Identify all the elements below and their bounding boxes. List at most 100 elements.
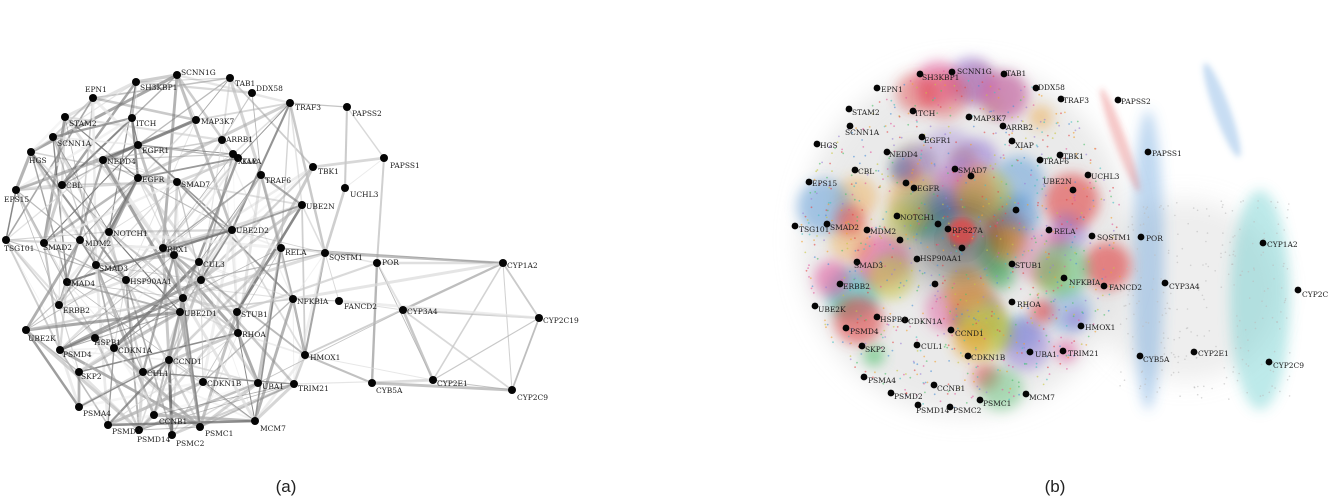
network-edge bbox=[107, 347, 115, 426]
density-point bbox=[840, 209, 843, 212]
density-point bbox=[1241, 270, 1243, 273]
node-label-psmc2: PSMC2 bbox=[953, 406, 982, 415]
node-label-smad4: SMAD4 bbox=[66, 279, 95, 288]
network-edge bbox=[58, 278, 127, 307]
density-point bbox=[891, 138, 894, 140]
density-point bbox=[809, 277, 812, 280]
density-point bbox=[824, 319, 826, 322]
density-point bbox=[1023, 250, 1025, 253]
density-point bbox=[1011, 271, 1014, 273]
density-point bbox=[996, 282, 999, 284]
density-point bbox=[1039, 120, 1042, 123]
density-point bbox=[1048, 271, 1051, 274]
density-point bbox=[960, 95, 963, 98]
density-point bbox=[1196, 393, 1199, 396]
node-label-xiap: XIAP bbox=[1015, 141, 1034, 150]
network-edge bbox=[135, 77, 231, 83]
density-point bbox=[918, 207, 920, 210]
density-point bbox=[937, 243, 939, 246]
density-point bbox=[1165, 312, 1167, 315]
node-egfr bbox=[134, 174, 142, 182]
density-point bbox=[1073, 196, 1076, 199]
density-point bbox=[1161, 314, 1164, 316]
density-point bbox=[917, 284, 920, 287]
network-edge bbox=[79, 239, 127, 281]
node-psmc1 bbox=[196, 423, 204, 431]
density-point bbox=[937, 104, 940, 106]
node-mcm7 bbox=[1022, 390, 1030, 398]
density-point bbox=[1082, 188, 1085, 190]
density-point bbox=[1011, 164, 1013, 167]
node-label-scnn1g: SCNN1G bbox=[181, 68, 216, 77]
density-point bbox=[851, 327, 854, 330]
node-scnn1g bbox=[948, 68, 956, 76]
density-point bbox=[941, 282, 944, 285]
density-point bbox=[1288, 395, 1291, 397]
density-point bbox=[881, 336, 884, 339]
node-psmc2 bbox=[946, 403, 954, 411]
density-point bbox=[956, 179, 959, 182]
node-label-traf6: TRAF6 bbox=[265, 176, 291, 185]
density-point bbox=[943, 317, 945, 320]
node-label-ube2k: UBE2K bbox=[28, 334, 56, 343]
density-point bbox=[1280, 311, 1282, 313]
density-point bbox=[947, 125, 950, 128]
node-ccnd1 bbox=[947, 326, 955, 334]
network-edge bbox=[58, 281, 69, 351]
density-point bbox=[1051, 137, 1054, 140]
density-point bbox=[998, 88, 1000, 90]
node-cbl bbox=[58, 181, 66, 189]
density-point bbox=[1211, 387, 1213, 390]
density-point bbox=[808, 233, 811, 236]
node-label-psmd14: PSMD14 bbox=[916, 406, 950, 415]
density-point bbox=[1002, 154, 1005, 157]
node-ddx58 bbox=[1032, 84, 1040, 92]
density-point bbox=[985, 321, 988, 324]
density-point bbox=[1119, 385, 1121, 387]
density-point bbox=[1087, 335, 1090, 338]
node-label-scnn1a: SCNN1A bbox=[845, 128, 880, 137]
density-point bbox=[927, 213, 930, 216]
node-notch1 bbox=[105, 228, 113, 236]
density-point bbox=[972, 372, 975, 375]
density-point bbox=[1052, 300, 1055, 302]
density-point bbox=[1084, 299, 1087, 302]
density-point bbox=[884, 372, 887, 375]
node-label-egfr: EGFR bbox=[917, 184, 940, 193]
node-erbb2 bbox=[836, 280, 844, 288]
node-hgs bbox=[27, 148, 35, 156]
network-edge bbox=[171, 311, 181, 436]
density-point bbox=[926, 381, 929, 384]
node-uchl3 bbox=[1084, 171, 1092, 179]
density-point bbox=[1041, 188, 1044, 190]
density-point bbox=[826, 176, 828, 179]
density-point bbox=[1163, 347, 1166, 349]
density-point bbox=[920, 153, 923, 156]
density-point bbox=[1023, 346, 1026, 349]
density-point bbox=[1220, 200, 1223, 202]
density-point bbox=[955, 270, 957, 272]
node-label-hspb1: HSPB1 bbox=[94, 338, 121, 347]
density-point bbox=[1133, 313, 1135, 316]
node-fancd2 bbox=[1100, 282, 1108, 290]
density-point bbox=[1045, 240, 1048, 243]
node-label-rbx1: RBX1 bbox=[167, 245, 188, 254]
node-label-epn1: EPN1 bbox=[881, 85, 903, 94]
density-point bbox=[951, 286, 954, 289]
density-point bbox=[1177, 371, 1180, 374]
density-point bbox=[859, 162, 861, 165]
density-point bbox=[832, 226, 835, 229]
density-point bbox=[818, 183, 821, 185]
density-point bbox=[807, 267, 809, 269]
density-point bbox=[992, 167, 994, 170]
density-point bbox=[954, 226, 956, 229]
density-point bbox=[1164, 307, 1166, 310]
density-point bbox=[1030, 174, 1032, 176]
density-point bbox=[813, 239, 815, 242]
network-edge bbox=[14, 151, 33, 191]
network-edge bbox=[78, 254, 175, 373]
density-point bbox=[950, 252, 952, 254]
density-point bbox=[887, 354, 890, 357]
density-point bbox=[992, 118, 994, 120]
density-point bbox=[910, 181, 913, 183]
